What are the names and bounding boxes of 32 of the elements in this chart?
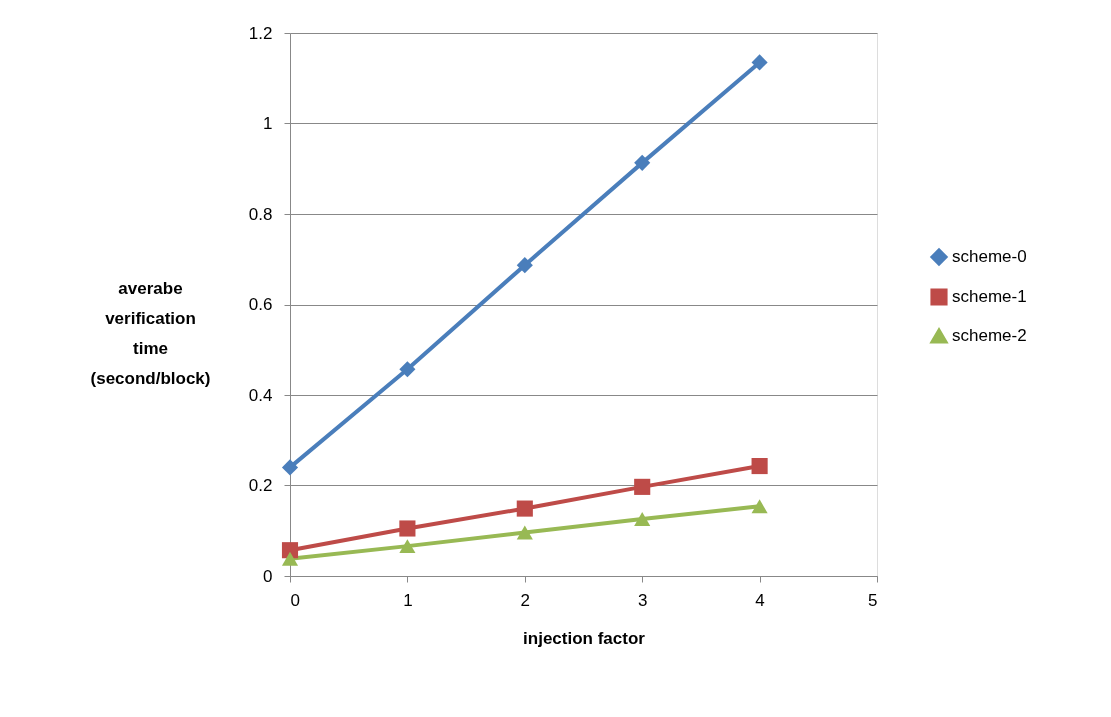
point	[516, 257, 533, 274]
point	[634, 512, 651, 526]
legend-label: scheme-0	[952, 247, 1027, 266]
point	[516, 525, 533, 540]
x-tick-label: 4	[755, 590, 765, 610]
point	[634, 154, 651, 171]
point	[751, 457, 768, 475]
y-tick-label: 0.4	[248, 385, 273, 405]
y-tick-label: 0.6	[248, 295, 273, 314]
point	[751, 499, 768, 514]
y-tick-label: 0.8	[248, 204, 273, 224]
x-tick-label: 5	[868, 590, 878, 610]
point	[751, 54, 768, 71]
point	[634, 478, 651, 495]
x-tick-label: 1	[403, 590, 413, 610]
y-tick-label: 0	[263, 566, 273, 586]
y-tick-label: 0.2	[248, 476, 273, 495]
point	[516, 500, 533, 517]
x-tick-label: 2	[520, 590, 531, 610]
x-tick-label: 3	[637, 590, 648, 610]
legend-label: scheme-1	[952, 287, 1027, 306]
point	[281, 551, 299, 566]
point	[281, 459, 299, 476]
point	[399, 361, 416, 378]
point	[399, 520, 416, 537]
x-axis-title: injection factor	[523, 628, 646, 648]
y-axis-title: averabe verification time (second/block)	[90, 278, 211, 388]
y-tick-label: 1	[263, 114, 273, 133]
x-tick-label: 0	[290, 590, 300, 610]
point	[399, 539, 416, 554]
legend-label: scheme-2	[952, 326, 1027, 345]
y-tick-label: 1.2	[248, 23, 273, 43]
